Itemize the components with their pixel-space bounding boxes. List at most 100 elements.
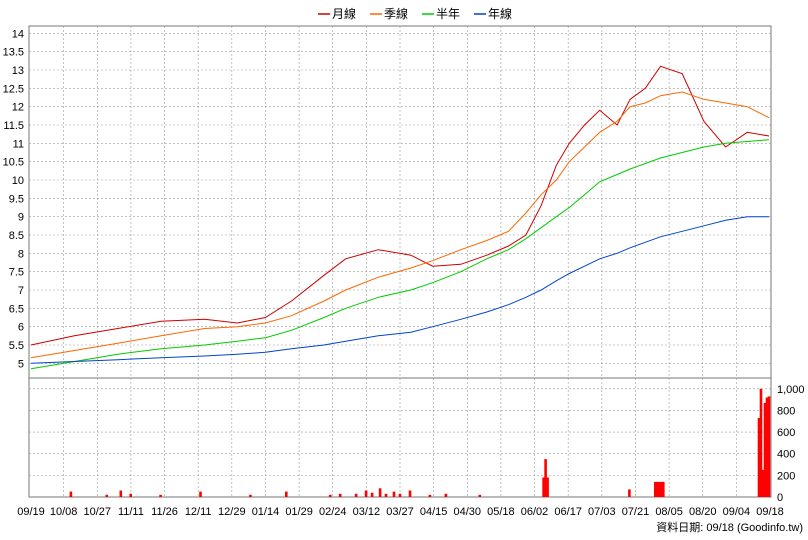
volume-bar (285, 491, 288, 497)
x-tick-label: 03/12 (353, 506, 381, 518)
volume-y-tick: 400 (777, 449, 795, 461)
volume-bar (662, 481, 665, 497)
volume-bar (757, 418, 761, 497)
x-tick-label: 10/08 (50, 506, 78, 518)
price-y-tick: 11 (13, 138, 24, 150)
volume-y-tick: 1,000 (777, 384, 805, 396)
volume-bar (378, 488, 382, 497)
price-y-tick: 10.5 (3, 157, 24, 169)
x-tick-label: 12/11 (185, 506, 212, 518)
price-y-tick: 9.5 (9, 193, 24, 205)
volume-bar (328, 494, 332, 497)
price-y-tick: 8 (18, 248, 24, 260)
price-grid (29, 26, 771, 378)
volume-bar (392, 491, 396, 497)
price-y-tick: 7.5 (9, 267, 24, 279)
legend-item-0: 月線 (318, 6, 356, 21)
price-y-tick: 13.5 (3, 47, 24, 59)
volume-bar (759, 388, 763, 497)
volume-bar (408, 490, 412, 497)
price-y-tick: 12 (12, 102, 24, 114)
price-y-tick: 9 (18, 212, 24, 224)
volume-bar (119, 490, 123, 497)
volume-y-tick: 0 (777, 492, 783, 504)
price-y-tick: 5 (18, 358, 24, 370)
volume-bar (765, 397, 769, 497)
x-tick-label: 02/24 (319, 506, 347, 518)
volume-bar (69, 491, 73, 497)
volume-bar (398, 493, 402, 497)
volume-bar (656, 481, 659, 497)
legend-item-3: 年線 (474, 6, 512, 21)
volume-bar (199, 491, 202, 497)
price-y-axis: 14 13.5 13 12.5 12 11.5 11 10.5 10 9.5 9 8.5 8 7.5 7 6.… (3, 28, 24, 370)
price-y-tick: 10 (12, 175, 24, 187)
volume-bar (370, 492, 374, 497)
x-tick-label: 09/04 (723, 506, 751, 518)
volume-bar (364, 490, 368, 497)
x-tick-label: 08/20 (689, 506, 717, 518)
legend-label: 季線 (384, 6, 408, 21)
x-tick-label: 04/30 (454, 506, 482, 518)
legend-item-1: 季線 (370, 6, 408, 21)
data-date-footer: 資料日期: 09/18 (Goodinfo.tw) (656, 520, 803, 534)
x-tick-label: 05/18 (487, 506, 515, 518)
x-tick-label: 11/11 (118, 506, 144, 518)
price-y-tick: 6 (18, 322, 24, 334)
volume-y-tick: 800 (777, 405, 795, 417)
x-tick-label: 03/27 (386, 506, 414, 518)
volume-y-axis: 1,000 800 600 400 200 0 (777, 384, 805, 504)
legend-item-2: 半年 (422, 7, 460, 21)
x-tick-label: 07/03 (588, 506, 616, 518)
x-tick-label: 09/18 (756, 506, 784, 518)
volume-bar (159, 494, 162, 497)
x-tick-label: 01/29 (285, 506, 313, 518)
price-y-tick: 8.5 (9, 230, 24, 242)
price-y-tick: 13 (12, 65, 24, 77)
volume-bar (354, 493, 358, 497)
price-y-tick: 11.5 (3, 120, 24, 132)
volume-bar (660, 481, 663, 497)
x-tick-label: 12/29 (218, 506, 246, 518)
legend-label: 半年 (436, 7, 460, 21)
price-y-tick: 7 (18, 285, 24, 297)
volume-bar (428, 494, 432, 497)
volume-bar (444, 493, 448, 497)
volume-y-tick: 600 (777, 427, 795, 439)
x-tick-label: 09/19 (17, 506, 45, 518)
volume-bar (478, 494, 482, 497)
volume-bar (542, 477, 545, 497)
legend-label: 月線 (332, 6, 356, 21)
price-ma-lines (30, 65, 770, 370)
volume-bar (658, 481, 661, 497)
volume-bar (767, 396, 771, 497)
volume-bar (338, 493, 342, 497)
x-axis: 09/19 10/08 10/27 11/11 11/26 12/11 12/29 01/14… (17, 506, 784, 518)
volume-bar (384, 493, 388, 497)
volume-bar (654, 481, 657, 497)
volume-y-tick: 200 (777, 470, 795, 482)
price-y-tick: 5.5 (9, 340, 24, 352)
volume-bar (544, 459, 547, 497)
volume-bar (105, 494, 109, 497)
volume-bar (761, 470, 765, 497)
volume-panel: 1,000 800 600 400 200 0 (28, 377, 805, 504)
x-tick-label: 08/05 (655, 506, 683, 518)
volume-bar (546, 477, 549, 497)
volume-bar (763, 402, 767, 497)
legend: 月線 季線 半年 年線 (318, 6, 512, 21)
volume-bar (129, 493, 132, 497)
price-y-tick: 6.5 (9, 303, 24, 315)
volume-bars (69, 388, 771, 497)
x-tick-label: 10/27 (84, 506, 112, 518)
x-tick-label: 01/14 (252, 506, 280, 518)
x-tick-label: 06/02 (521, 506, 549, 518)
volume-bar (628, 489, 631, 497)
ma-line-1 (30, 91, 770, 359)
x-tick-label: 06/17 (554, 506, 582, 518)
ma-line-0 (30, 65, 770, 346)
legend-label: 年線 (488, 6, 512, 21)
ma-line-2 (30, 139, 770, 370)
